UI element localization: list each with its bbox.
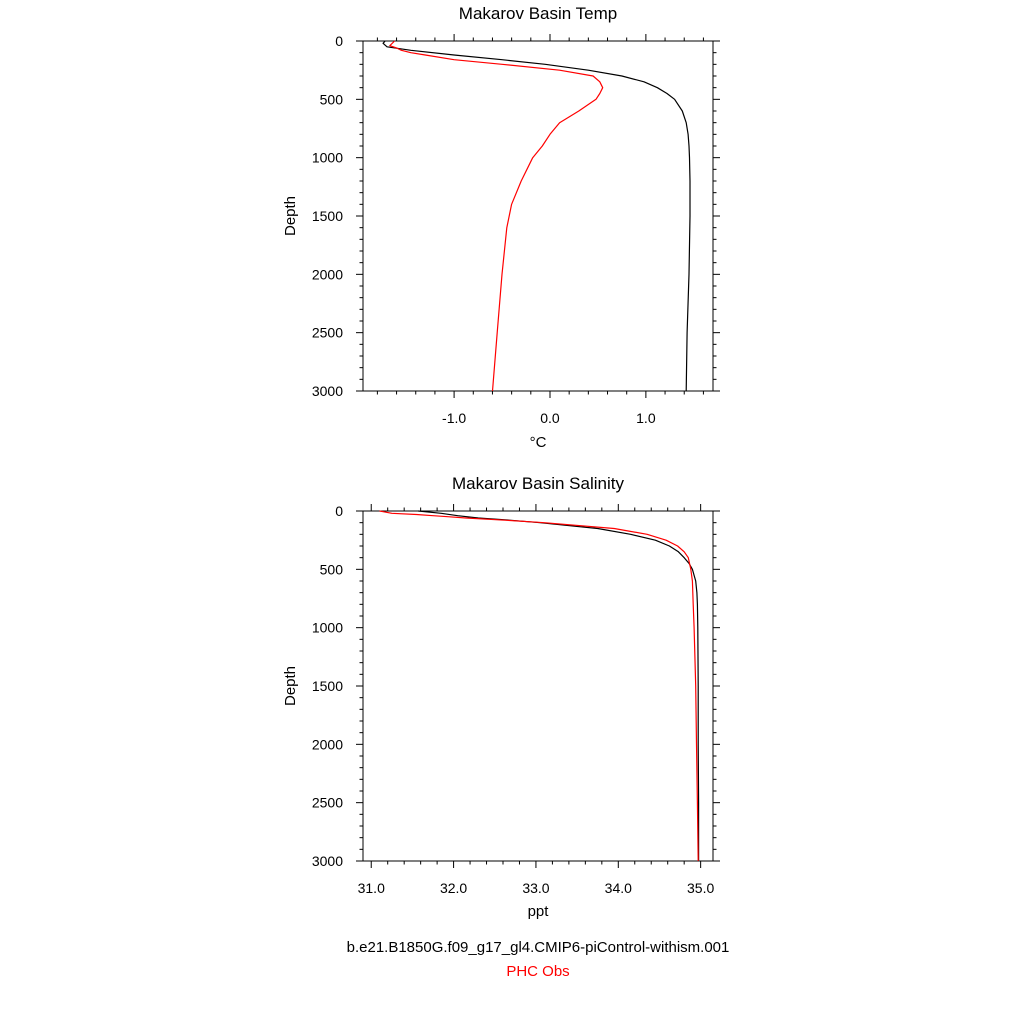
temperature-y-tick-label: 2500 [312,325,343,341]
salinity-x-tick-label: 35.0 [687,880,714,896]
salinity-model-line [418,510,700,861]
salinity-y-tick-label: 0 [335,503,343,519]
temperature-y-tick-label: 1500 [312,208,343,224]
salinity-chart-title: Makarov Basin Salinity [452,474,624,493]
legend-obs-label: PHC Obs [506,963,569,980]
temperature-x-tick-label: -1.0 [442,410,466,426]
salinity-x-tick-label: 32.0 [440,880,467,896]
temperature-y-tick-label: 500 [320,91,344,107]
temperature-x-tick-label: 0.0 [540,410,560,426]
salinity-panel: Makarov Basin Salinity ppt Depth 0 500 100… [282,474,720,920]
temperature-x-tick-label: 1.0 [636,410,656,426]
salinity-plot-frame [362,510,714,862]
temperature-y-tick-label: 3000 [312,383,343,399]
temperature-x-axis-label: °C [530,434,547,451]
temperature-y-axis-label: Depth [282,196,299,236]
temperature-y-tick-label: 1000 [312,150,343,166]
salinity-y-tick-label: 2000 [312,736,343,752]
temperature-y-tick-label: 2000 [312,266,343,282]
legend-model-label: b.e21.B1850G.f09_g17_gl4.CMIP6-piControl… [347,939,730,956]
salinity-y-tick-label: 500 [320,561,344,577]
salinity-y-tick-label: 3000 [312,853,343,869]
salinity-x-tick-label: 31.0 [358,880,385,896]
temperature-y-tick-label: 0 [335,33,343,49]
temperature-obs-line [389,40,604,392]
temperature-chart-title: Makarov Basin Temp [459,4,617,23]
salinity-x-axis-label: ppt [528,903,550,920]
temperature-panel: Makarov Basin Temp °C Depth 0 500 1000 1500… [282,4,720,451]
salinity-y-tick-label: 1500 [312,678,343,694]
salinity-y-tick-label: 1000 [312,620,343,636]
salinity-y-tick-label: 2500 [312,795,343,811]
temperature-model-line [382,40,691,392]
salinity-x-tick-label: 34.0 [605,880,632,896]
salinity-x-tick-label: 33.0 [522,880,549,896]
salinity-obs-line [379,510,699,862]
salinity-y-axis-label: Depth [282,666,299,706]
temperature-plot-frame [362,40,714,392]
